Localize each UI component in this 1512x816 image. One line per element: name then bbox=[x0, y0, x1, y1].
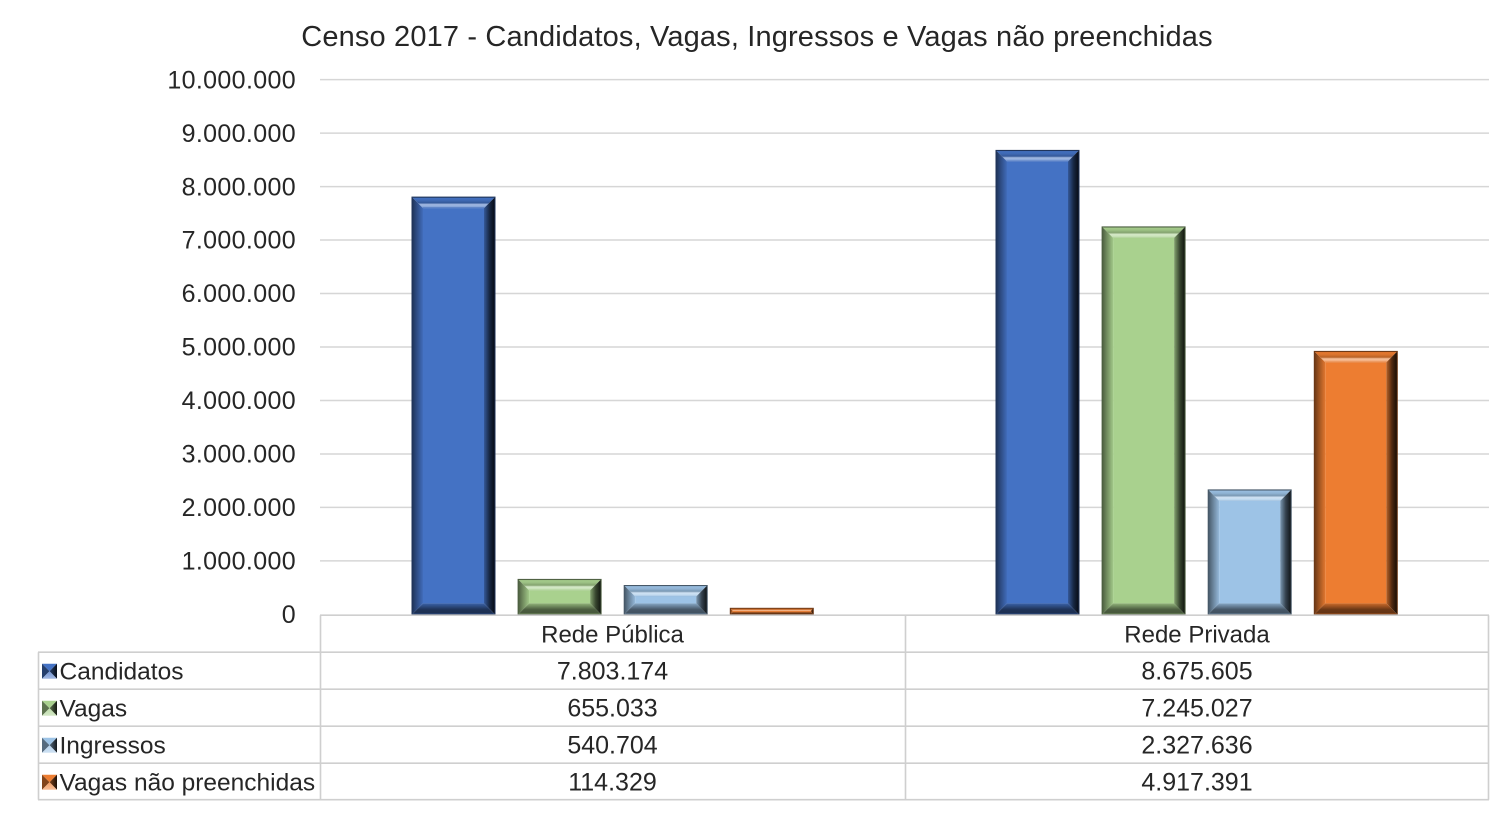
svg-text:Censo 2017 - Candidatos, Vaga: Censo 2017 - Candidatos, Vagas, Ingresso… bbox=[301, 21, 1212, 53]
svg-text:Ingressos: Ingressos bbox=[60, 732, 166, 759]
svg-text:Candidatos: Candidatos bbox=[60, 658, 184, 685]
svg-text:2.327.636: 2.327.636 bbox=[1141, 731, 1252, 759]
svg-text:540.704: 540.704 bbox=[567, 731, 657, 759]
svg-text:7.803.174: 7.803.174 bbox=[557, 657, 668, 685]
svg-text:Vagas não preenchidas: Vagas não preenchidas bbox=[60, 769, 316, 796]
svg-text:Rede Pública: Rede Pública bbox=[541, 621, 684, 648]
svg-text:4.000.000: 4.000.000 bbox=[182, 387, 296, 415]
svg-text:Vagas: Vagas bbox=[60, 695, 128, 722]
svg-text:2.000.000: 2.000.000 bbox=[182, 494, 296, 522]
svg-text:8.675.605: 8.675.605 bbox=[1141, 657, 1252, 685]
svg-text:0: 0 bbox=[282, 601, 296, 629]
svg-text:3.000.000: 3.000.000 bbox=[182, 441, 296, 469]
svg-text:10.000.000: 10.000.000 bbox=[167, 66, 296, 94]
svg-text:655.033: 655.033 bbox=[567, 694, 657, 722]
svg-text:8.000.000: 8.000.000 bbox=[182, 173, 296, 201]
svg-text:Rede Privada: Rede Privada bbox=[1124, 621, 1270, 648]
svg-text:114.329: 114.329 bbox=[568, 768, 657, 796]
svg-text:1.000.000: 1.000.000 bbox=[182, 548, 296, 576]
svg-text:5.000.000: 5.000.000 bbox=[182, 334, 296, 362]
svg-text:7.245.027: 7.245.027 bbox=[1141, 694, 1252, 722]
svg-text:7.000.000: 7.000.000 bbox=[182, 227, 296, 255]
svg-text:9.000.000: 9.000.000 bbox=[182, 120, 296, 148]
svg-text:6.000.000: 6.000.000 bbox=[182, 280, 296, 308]
svg-text:4.917.391: 4.917.391 bbox=[1141, 768, 1252, 796]
